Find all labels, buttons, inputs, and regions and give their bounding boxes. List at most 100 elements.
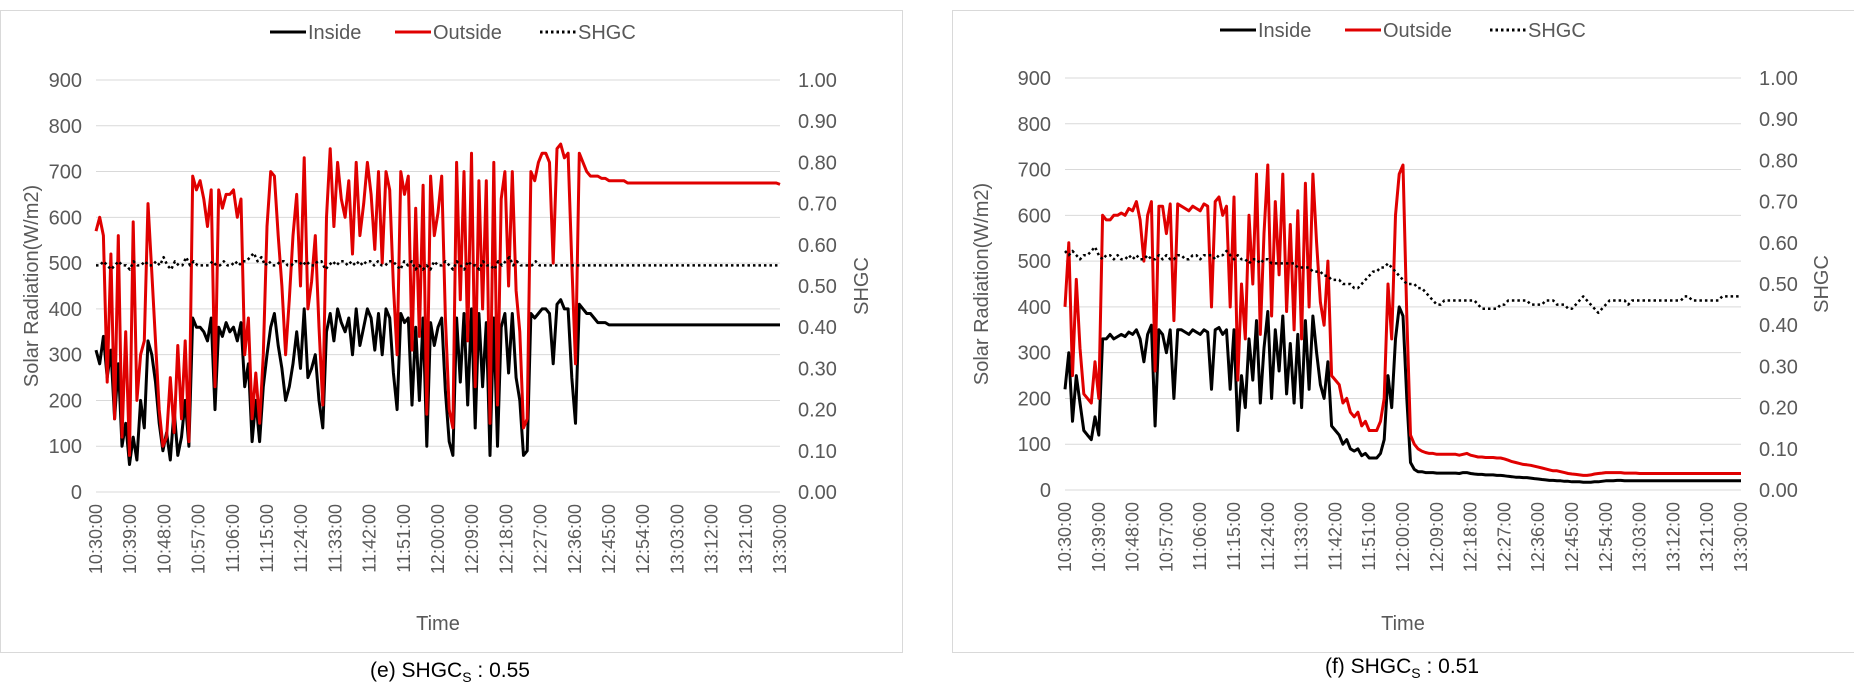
x-tick-label: 13:30:00 <box>1731 502 1751 572</box>
legend-label-shgc: SHGC <box>1528 20 1586 42</box>
y2-tick-label: 0.10 <box>798 441 837 463</box>
chart-panel-2: 0 100 200 300 400 500 600 700 800 900 0.00 0.10 0.20… <box>952 10 1854 653</box>
figure-caption: (f) SHGCS : 0.51 <box>1325 655 1479 681</box>
y2-tick-label: 0.50 <box>798 276 837 298</box>
x-tick-label: 11:51:00 <box>394 504 414 573</box>
series-line-shgc <box>1064 245 1741 315</box>
y2-tick-label: 0.90 <box>798 111 837 133</box>
y2-tick-label: 0.40 <box>1759 315 1798 337</box>
y-tick-label: 500 <box>1018 251 1051 273</box>
x-tick-label: 12:00:00 <box>428 504 448 574</box>
caption-subscript: S <box>1411 665 1420 681</box>
chart-border <box>0 10 903 653</box>
x-tick-label: 13:03:00 <box>1630 502 1650 572</box>
x-tick-label: 10:48:00 <box>154 504 174 574</box>
x-tick-label: 11:15:00 <box>257 504 277 573</box>
x-tick-label: 10:39:00 <box>120 504 140 574</box>
legend-label-inside: Inside <box>1258 20 1311 42</box>
series-line-inside <box>94 298 780 466</box>
caption-subscript: S <box>462 669 471 685</box>
x-tick-label: 10:39:00 <box>1089 502 1109 572</box>
x-tick-label: 11:42:00 <box>360 504 380 573</box>
x-tick-label: 11:42:00 <box>1325 502 1345 571</box>
x-tick-label: 12:27:00 <box>1494 502 1514 572</box>
series-line-outside <box>94 142 781 457</box>
x-tick-label: 12:00:00 <box>1393 502 1413 572</box>
x-tick-label: 13:30:00 <box>770 504 790 574</box>
x-tick-label: 10:57:00 <box>1156 502 1176 572</box>
x-tick-label: 13:12:00 <box>702 504 722 574</box>
figure-caption: (e) SHGCS : 0.55 <box>370 659 530 685</box>
y-tick-label: 400 <box>1018 297 1051 319</box>
x-axis-title: Time <box>416 613 460 635</box>
caption-main: (e) SHGC <box>370 659 462 682</box>
y-axis-title: Solar Radiation(W/m2) <box>971 183 993 385</box>
y-tick-label: 300 <box>1018 343 1051 365</box>
y-tick-label: 500 <box>49 253 82 275</box>
y-tick-label: 100 <box>1018 434 1051 456</box>
x-tick-label: 12:27:00 <box>531 504 551 574</box>
x-tick-label: 12:36:00 <box>565 504 585 574</box>
x-axis-title: Time <box>1381 613 1425 635</box>
y2-tick-label: 0.60 <box>798 235 837 257</box>
y-tick-label: 0 <box>1040 480 1051 502</box>
x-tick-label: 11:24:00 <box>1258 502 1278 571</box>
x-tick-label: 11:06:00 <box>1190 502 1210 571</box>
y2-tick-label: 0.30 <box>798 358 837 380</box>
x-tick-label: 10:57:00 <box>189 504 209 574</box>
y-tick-label: 200 <box>49 390 82 412</box>
x-tick-label: 13:12:00 <box>1663 502 1683 572</box>
y2-tick-label: 0.10 <box>1759 439 1798 461</box>
y-tick-label: 800 <box>1018 114 1051 136</box>
y-tick-label: 900 <box>1018 68 1051 90</box>
y2-tick-label: 0.80 <box>1759 150 1798 172</box>
x-tick-label: 10:30:00 <box>86 504 106 574</box>
series-line-outside <box>1063 163 1741 477</box>
y-axis-title: Solar Radiation(W/m2) <box>21 185 43 387</box>
y2-tick-label: 0.70 <box>1759 192 1798 214</box>
y-tick-label: 300 <box>49 345 82 367</box>
caption-main: (f) SHGC <box>1325 655 1411 678</box>
y-tick-label: 900 <box>49 70 82 92</box>
y2-tick-label: 0.40 <box>798 317 837 339</box>
x-tick-label: 11:06:00 <box>223 504 243 573</box>
x-tick-label: 12:18:00 <box>1461 502 1481 572</box>
y2-tick-label: 0.90 <box>1759 109 1798 131</box>
x-tick-label: 12:36:00 <box>1528 502 1548 572</box>
y-tick-label: 700 <box>1018 160 1051 182</box>
y2-tick-label: 0.50 <box>1759 274 1798 296</box>
series-line-shgc <box>96 251 780 271</box>
y-tick-label: 600 <box>1018 205 1051 227</box>
x-tick-label: 12:09:00 <box>1427 502 1447 572</box>
y-tick-label: 800 <box>49 116 82 138</box>
x-tick-label: 11:51:00 <box>1359 502 1379 571</box>
legend-label-outside: Outside <box>1383 20 1452 42</box>
legend-label-shgc: SHGC <box>578 22 636 44</box>
x-tick-label: 10:30:00 <box>1055 502 1075 572</box>
x-tick-label: 10:48:00 <box>1123 502 1143 572</box>
y-tick-label: 600 <box>49 207 82 229</box>
y2-axis-title: SHGC <box>851 257 873 315</box>
x-tick-label: 12:09:00 <box>462 504 482 574</box>
x-tick-label: 12:45:00 <box>1562 502 1582 572</box>
x-tick-label: 12:45:00 <box>599 504 619 574</box>
y2-tick-label: 0.80 <box>798 152 837 174</box>
y2-axis-title: SHGC <box>1811 255 1833 313</box>
x-tick-label: 13:21:00 <box>736 504 756 574</box>
y2-tick-label: 0.60 <box>1759 233 1798 255</box>
x-tick-label: 11:24:00 <box>291 504 311 573</box>
x-tick-label: 11:15:00 <box>1224 502 1244 571</box>
y2-tick-label: 0.00 <box>1759 480 1798 502</box>
y2-tick-label: 0.30 <box>1759 356 1798 378</box>
x-tick-label: 11:33:00 <box>1292 502 1312 571</box>
y2-tick-label: 0.00 <box>798 482 837 504</box>
x-tick-label: 11:33:00 <box>325 504 345 573</box>
caption-value: : 0.55 <box>472 659 530 682</box>
caption-value: : 0.51 <box>1421 655 1479 678</box>
legend-label-inside: Inside <box>308 22 361 44</box>
legend-label-outside: Outside <box>433 22 502 44</box>
y2-tick-label: 1.00 <box>1759 68 1798 90</box>
x-tick-label: 13:03:00 <box>667 504 687 574</box>
chart-panel-1: 0 100 200 300 400 500 600 700 800 900 0.00 0.10 0.20… <box>0 10 903 653</box>
